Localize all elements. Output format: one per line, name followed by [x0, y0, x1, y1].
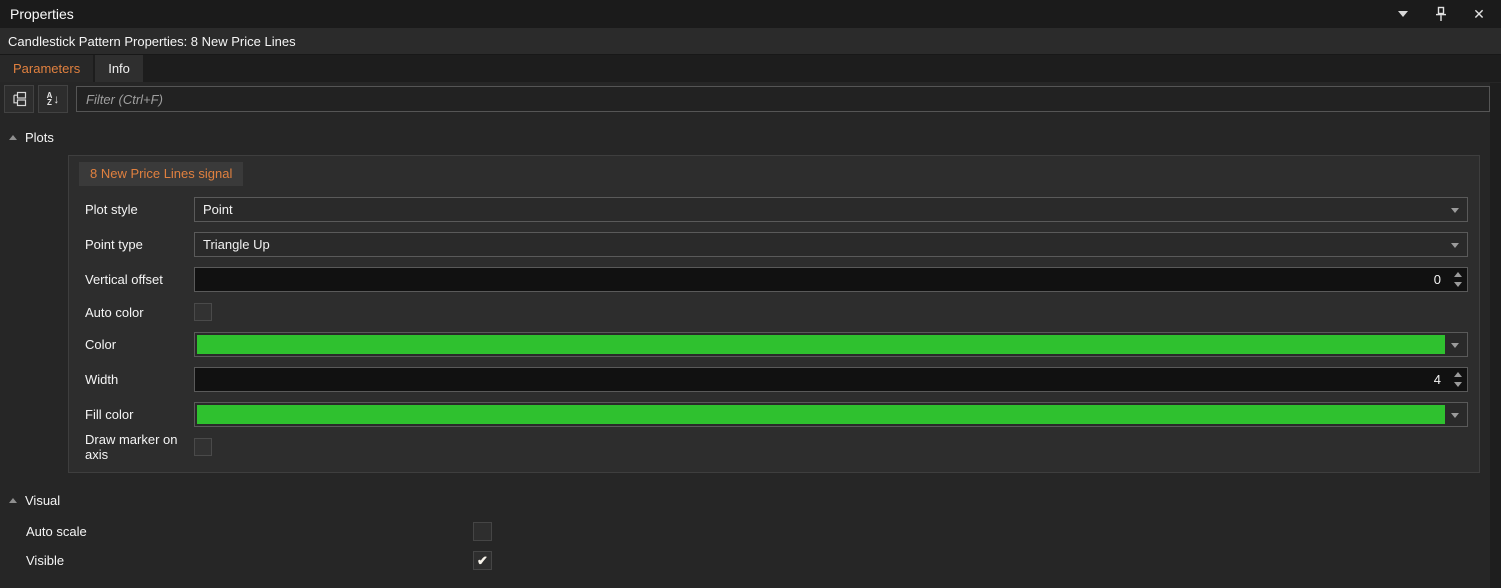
pin-icon	[1436, 6, 1446, 21]
plots-rows: Plot style Point Point type Triangle Up	[85, 192, 1468, 462]
vertical-offset-input[interactable]	[195, 268, 1449, 291]
width-spin	[1449, 368, 1467, 391]
fill-color-select[interactable]	[194, 402, 1468, 427]
filter-input[interactable]	[76, 86, 1490, 112]
auto-scale-label: Auto scale	[26, 524, 87, 539]
chevron-down-icon	[1451, 207, 1459, 213]
visible-label: Visible	[26, 553, 65, 568]
tab-parameters-label: Parameters	[13, 61, 81, 76]
draw-marker-label: Draw marker on axis	[85, 432, 178, 462]
chevron-down-icon	[1451, 342, 1459, 348]
plots-section-header: Plots	[0, 126, 1501, 148]
toolbar: A Z ↓	[0, 82, 1501, 116]
row-plot-style: Plot style Point	[85, 192, 1468, 227]
window-menu-button[interactable]	[1395, 6, 1411, 22]
breadcrumb-subtitle: Candlestick Pattern Properties: 8 New Pr…	[0, 28, 1501, 55]
point-type-select[interactable]: Triangle Up	[194, 232, 1468, 257]
tab-info[interactable]: Info	[95, 55, 143, 82]
sort-letter-z: Z	[47, 98, 52, 107]
draw-marker-checkbox[interactable]	[194, 438, 212, 456]
tab-parameters[interactable]: Parameters	[0, 55, 94, 82]
visual-rows: Auto scale Visible ✔	[0, 517, 1501, 575]
tab-info-label: Info	[108, 61, 130, 76]
close-icon: ✕	[1473, 6, 1485, 22]
fill-color-swatch	[197, 405, 1445, 424]
titlebar-controls: ✕	[1395, 6, 1487, 22]
row-visible: Visible ✔	[0, 546, 1501, 575]
row-draw-marker: Draw marker on axis	[85, 432, 1468, 462]
scrollbar-gutter	[1490, 83, 1501, 588]
row-auto-color: Auto color	[85, 297, 1468, 327]
width-input[interactable]	[195, 368, 1449, 391]
signal-tab-label: 8 New Price Lines signal	[90, 166, 233, 181]
point-type-value: Triangle Up	[203, 237, 270, 252]
subtitle-text: Candlestick Pattern Properties: 8 New Pr…	[8, 33, 296, 49]
chevron-down-icon	[1451, 412, 1459, 418]
auto-scale-checkbox[interactable]	[473, 522, 492, 541]
plot-style-select[interactable]: Point	[194, 197, 1468, 222]
spin-down-icon[interactable]	[1454, 382, 1462, 387]
categorized-view-button[interactable]	[4, 85, 34, 113]
titlebar: Properties ✕	[0, 0, 1501, 28]
auto-color-checkbox[interactable]	[194, 303, 212, 321]
sort-alphabetical-button[interactable]: A Z ↓	[38, 85, 68, 113]
window-title: Properties	[10, 6, 74, 22]
plot-style-label: Plot style	[85, 202, 138, 217]
sort-az-icon: A Z ↓	[46, 91, 60, 107]
row-color: Color	[85, 327, 1468, 362]
tabstrip: Parameters Info	[0, 55, 1501, 82]
color-swatch	[197, 335, 1445, 354]
row-vertical-offset: Vertical offset	[85, 262, 1468, 297]
sort-arrow-down-icon: ↓	[53, 92, 60, 106]
pin-button[interactable]	[1433, 6, 1449, 22]
row-width: Width	[85, 362, 1468, 397]
visual-section-header: Visual	[0, 489, 1501, 511]
visual-collapse-icon[interactable]	[9, 497, 17, 503]
vertical-offset-stepper	[194, 267, 1468, 292]
sort-letter-a: A	[46, 91, 53, 100]
chevron-down-icon	[1398, 11, 1408, 17]
row-auto-scale: Auto scale	[0, 517, 1501, 546]
visual-section-title: Visual	[25, 492, 61, 508]
signal-tab[interactable]: 8 New Price Lines signal	[79, 162, 244, 186]
point-type-label: Point type	[85, 237, 143, 252]
spin-up-icon[interactable]	[1454, 372, 1462, 377]
color-select[interactable]	[194, 332, 1468, 357]
width-label: Width	[85, 372, 119, 387]
plots-groupbox: 8 New Price Lines signal Plot style Poin…	[68, 155, 1480, 473]
fill-color-label: Fill color	[85, 407, 134, 422]
spin-up-icon[interactable]	[1454, 272, 1462, 277]
plots-collapse-icon[interactable]	[9, 134, 17, 140]
plots-section-title: Plots	[25, 129, 54, 145]
plot-style-value: Point	[203, 202, 233, 217]
visible-checkbox[interactable]: ✔	[473, 551, 492, 570]
width-stepper	[194, 367, 1468, 392]
spin-down-icon[interactable]	[1454, 282, 1462, 287]
close-button[interactable]: ✕	[1471, 6, 1487, 22]
row-point-type: Point type Triangle Up	[85, 227, 1468, 262]
chevron-down-icon	[1451, 242, 1459, 248]
row-fill-color: Fill color	[85, 397, 1468, 432]
auto-color-label: Auto color	[85, 304, 144, 320]
categorized-icon	[12, 91, 26, 107]
vertical-offset-spin	[1449, 268, 1467, 291]
color-label: Color	[85, 337, 117, 352]
vertical-offset-label: Vertical offset	[85, 272, 163, 287]
